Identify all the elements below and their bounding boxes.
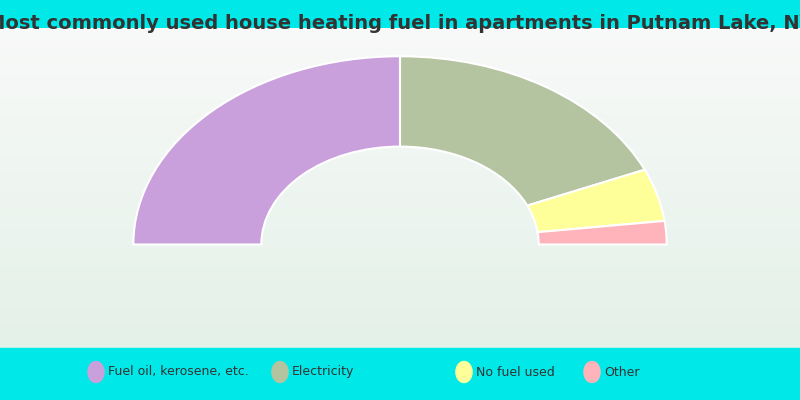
Text: Electricity: Electricity xyxy=(292,366,354,378)
Ellipse shape xyxy=(455,361,473,383)
Wedge shape xyxy=(400,56,645,206)
Wedge shape xyxy=(527,170,665,232)
Ellipse shape xyxy=(87,361,105,383)
Text: Most commonly used house heating fuel in apartments in Putnam Lake, NY: Most commonly used house heating fuel in… xyxy=(0,14,800,33)
Text: Fuel oil, kerosene, etc.: Fuel oil, kerosene, etc. xyxy=(108,366,249,378)
Ellipse shape xyxy=(583,361,601,383)
Wedge shape xyxy=(538,221,666,244)
Ellipse shape xyxy=(271,361,289,383)
Text: Other: Other xyxy=(604,366,639,378)
Wedge shape xyxy=(134,56,400,244)
Text: No fuel used: No fuel used xyxy=(476,366,554,378)
